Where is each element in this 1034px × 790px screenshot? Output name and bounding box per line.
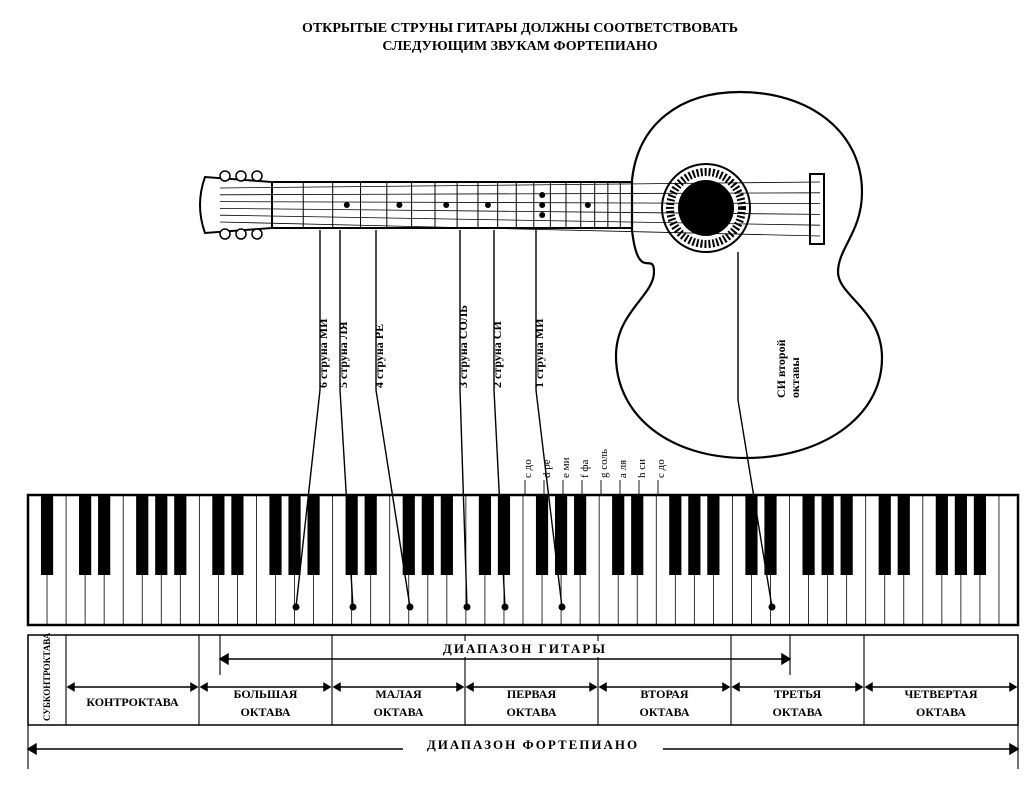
octave-sublabel-7: ОКТАВА bbox=[864, 705, 1018, 720]
octave-label-2: БОЛЬШАЯ bbox=[199, 687, 332, 702]
string-label-1: 1 струна МИ bbox=[532, 319, 547, 388]
note-label-7: c до bbox=[655, 459, 667, 478]
octave-sublabel-4: ОКТАВА bbox=[465, 705, 598, 720]
octave-label-4: ПЕРВАЯ bbox=[465, 687, 598, 702]
string-label-5: 5 струна ЛЯ bbox=[336, 322, 351, 388]
note-label-4: g соль bbox=[598, 449, 610, 478]
extra-string-label-1: СИ второй bbox=[774, 339, 789, 398]
extra-string-label-2: октавы bbox=[788, 357, 803, 398]
octave-label-0: СУБКОНТРОКТАВА bbox=[42, 633, 52, 721]
note-label-6: h си bbox=[636, 459, 648, 478]
string-label-6: 6 струна МИ bbox=[316, 319, 331, 388]
diagram-svg bbox=[20, 20, 1020, 770]
note-label-5: a ля bbox=[617, 460, 629, 478]
guitar-range-label: ДИАПАЗОН ГИТАРЫ bbox=[395, 641, 655, 657]
piano-range-label: ДИАПАЗОН ФОРТЕПИАНО bbox=[403, 737, 663, 753]
string-label-4: 4 струна РЕ bbox=[372, 324, 387, 388]
octave-label-3: МАЛАЯ bbox=[332, 687, 465, 702]
octave-sublabel-2: ОКТАВА bbox=[199, 705, 332, 720]
note-label-1: d ре bbox=[541, 459, 553, 478]
note-label-3: f фа bbox=[579, 460, 591, 478]
note-label-2: e ми bbox=[560, 458, 572, 478]
octave-label-7: ЧЕТВЕРТАЯ bbox=[864, 687, 1018, 702]
string-label-2: 2 струна СИ bbox=[490, 321, 505, 388]
octave-label-1: КОНТРОКТАВА bbox=[66, 695, 199, 710]
octave-sublabel-5: ОКТАВА bbox=[598, 705, 731, 720]
octave-sublabel-3: ОКТАВА bbox=[332, 705, 465, 720]
octave-sublabel-6: ОКТАВА bbox=[731, 705, 864, 720]
string-label-3: 3 струна СОЛЬ bbox=[456, 305, 471, 388]
octave-label-6: ТРЕТЬЯ bbox=[731, 687, 864, 702]
diagram-container: ОТКРЫТЫЕ СТРУНЫ ГИТАРЫ ДОЛЖНЫ СООТВЕТСТВ… bbox=[20, 20, 1020, 770]
octave-label-5: ВТОРАЯ bbox=[598, 687, 731, 702]
note-label-0: c до bbox=[522, 459, 534, 478]
